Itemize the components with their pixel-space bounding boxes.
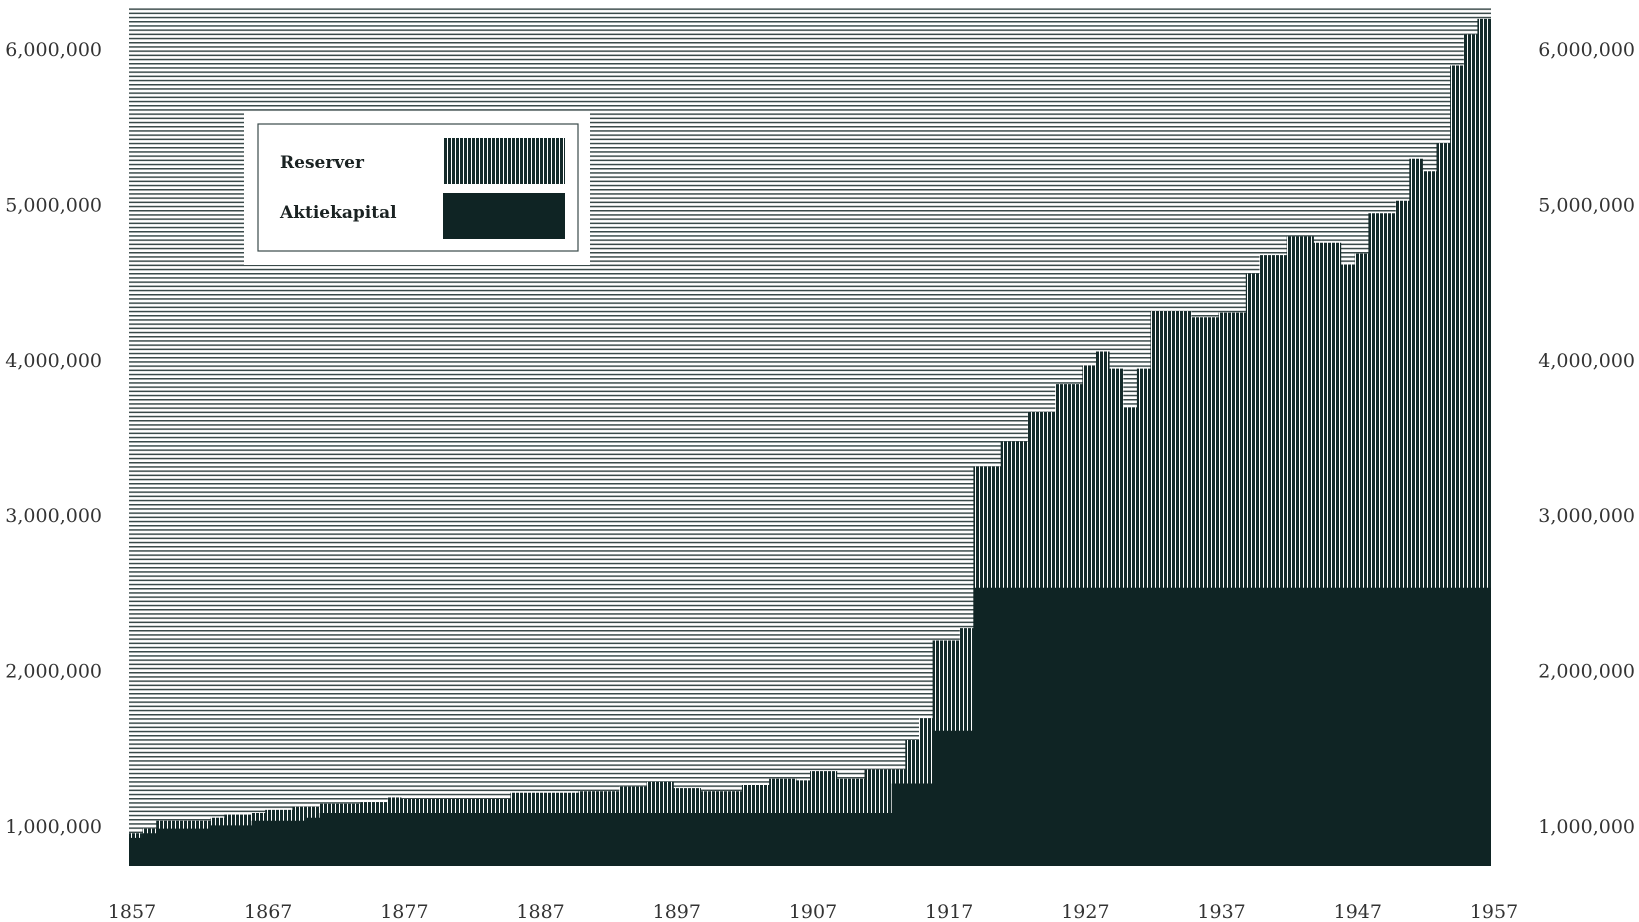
x-tick-label: 1907	[789, 901, 837, 922]
x-axis: 1857 1867 1877 1887 1897 1907 1917 1927 1937 1947…	[108, 901, 1518, 922]
x-tick-label: 1897	[653, 901, 701, 922]
legend-frame	[257, 123, 579, 252]
legend-background	[244, 112, 590, 265]
y-tick-label-left: 6,000,000	[5, 39, 102, 61]
x-tick-label: 1957	[1470, 901, 1518, 922]
y-axis-left: 1,000,000 2,000,000 3,000,000 4,000,000 5,00…	[5, 39, 102, 838]
y-tick-label-left: 3,000,000	[5, 505, 102, 527]
x-tick-label: 1947	[1334, 901, 1382, 922]
legend-swatch-aktiekapital	[443, 193, 565, 239]
y-tick-label-left: 2,000,000	[5, 661, 102, 683]
y-tick-label-left: 5,000,000	[5, 194, 102, 216]
y-tick-label-right: 2,000,000	[1538, 661, 1635, 683]
x-tick-label: 1867	[244, 901, 292, 922]
y-tick-label-right: 1,000,000	[1538, 816, 1635, 838]
legend-label: Reserver	[280, 153, 365, 173]
y-tick-label-right: 6,000,000	[1538, 39, 1635, 61]
area-layer	[129, 14, 1491, 867]
y-tick-label-right: 3,000,000	[1538, 505, 1635, 527]
series-area-aktiekapital	[129, 587, 1491, 866]
y-tick-label-left: 4,000,000	[5, 350, 102, 372]
x-tick-label: 1927	[1061, 901, 1109, 922]
x-tick-label: 1857	[108, 901, 156, 922]
legend: Reserver Aktiekapital	[244, 112, 590, 265]
y-tick-label-left: 1,000,000	[5, 816, 102, 838]
x-tick-label: 1937	[1197, 901, 1245, 922]
x-tick-label: 1917	[925, 901, 973, 922]
x-tick-label: 1887	[516, 901, 564, 922]
y-tick-label-right: 4,000,000	[1538, 350, 1635, 372]
legend-label: Aktiekapital	[279, 203, 397, 223]
legend-swatch-reserver	[443, 138, 565, 184]
y-tick-label-right: 5,000,000	[1538, 194, 1635, 216]
x-tick-label: 1877	[380, 901, 428, 922]
y-axis-right: 1,000,000 2,000,000 3,000,000 4,000,000 5,00…	[1538, 39, 1635, 838]
